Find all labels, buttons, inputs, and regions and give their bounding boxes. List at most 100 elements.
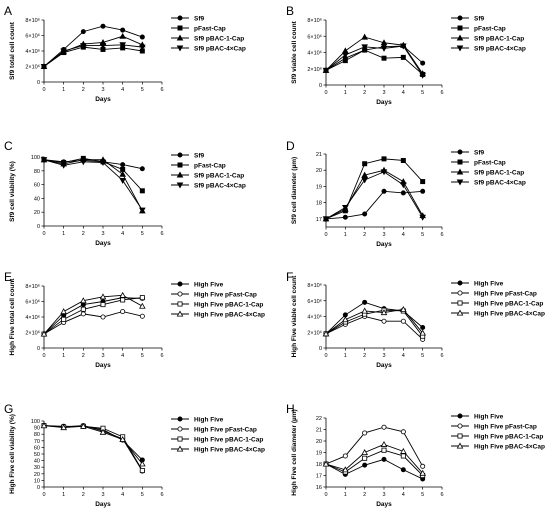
x-tick-label: 1 [62,231,65,237]
data-point [400,447,407,454]
data-point [419,214,426,221]
y-tick-label: 8×10⁶ [25,283,40,290]
chart-panel-e: E 0 1 2 3 4 5 6 0 2×10⁶ 4×10⁶ 6×10⁶ 8×10⁶ Days High Fi… [4,270,265,369]
y-tick-label: 90 [34,426,40,432]
data-point [80,159,87,166]
legend-label: High Five [474,280,504,287]
x-tick-label: 5 [141,353,144,359]
series-line [325,426,424,467]
panel-letter: C [4,139,13,153]
x-tick-label: 6 [440,232,443,238]
data-point [99,43,107,50]
data-point [119,291,126,298]
data-point [120,162,126,168]
data-point [120,27,126,33]
x-tick-label: 5 [141,492,144,498]
legend-marker [177,152,183,158]
x-tick-label: 4 [121,231,124,237]
series-line [325,36,424,74]
series-line [43,35,143,67]
data-point [100,314,106,320]
data-point [60,308,67,315]
legend-marker [176,310,184,317]
x-tick-label: 2 [363,353,366,359]
legend-marker [177,436,183,442]
x-tick-label: 6 [440,90,443,96]
y-tick-label: 22 [316,416,322,422]
legend-marker [176,445,184,452]
x-tick-label: 3 [382,353,385,359]
data-point [61,316,67,322]
data-point [400,54,406,60]
data-point [342,58,348,64]
legend-label: High Five pBAC-4×Cap [194,311,265,318]
x-tick-label: 4 [121,353,124,359]
series-line [43,25,143,67]
data-point [420,188,426,194]
x-tick-label: 4 [402,353,405,359]
x-axis-title: Days [95,362,111,369]
y-axis-title: High Five cell viability (%) [9,414,16,494]
series-line [43,425,143,471]
y-tick-label: 21 [316,428,322,434]
x-tick-label: 4 [402,492,405,498]
series-line [43,159,143,170]
x-tick-label: 6 [160,492,163,498]
legend-label: pFast-Cap [474,25,506,32]
data-point [119,177,126,184]
data-point [99,293,107,300]
x-tick-label: 1 [62,353,65,359]
y-tick-label: 2×10⁶ [307,66,322,73]
data-point [322,460,330,467]
data-point [342,453,348,459]
y-tick-label: 17 [316,474,322,480]
legend-marker [457,300,463,306]
x-tick-label: 0 [42,492,45,498]
data-point [361,449,368,456]
legend-label: High Five [194,281,224,288]
legend-marker [177,416,183,422]
y-axis-title: Sf9 cell viability (%) [9,161,16,222]
y-tick-label: 8×10⁶ [307,282,322,289]
data-point [400,453,406,459]
data-point [361,44,368,51]
x-tick-label: 4 [402,90,405,96]
series-line [43,425,143,461]
legend-marker [177,301,183,307]
x-tick-label: 5 [421,353,424,359]
legend-label: Sf9 pBAC-4×Cap [194,45,246,52]
series-line [43,159,143,211]
y-tick-label: 20 [316,439,322,445]
legend-label: Sf9 [194,152,205,159]
x-tick-label: 1 [62,87,65,93]
legend-label: High Five pBAC-4×Cap [474,310,545,317]
x-tick-label: 3 [382,232,385,238]
x-tick-label: 5 [421,492,424,498]
data-point [80,297,87,304]
y-tick-label: 6×10⁶ [307,33,322,40]
panel-letter: G [4,402,13,416]
data-point [139,302,146,309]
data-point [342,214,348,220]
y-tick-label: 20 [34,472,40,478]
x-tick-label: 2 [363,492,366,498]
series-line [325,308,424,335]
legend-label: High Five pFast-Cap [474,423,537,430]
data-point [400,429,406,435]
legend-label: Sf9 [474,15,485,22]
x-tick-label: 3 [382,90,385,96]
x-tick-label: 0 [42,353,45,359]
legend-marker [457,15,463,21]
y-tick-label: 19 [316,451,322,457]
legend-marker [177,15,183,21]
legend-marker [177,281,183,287]
data-point [400,318,406,324]
y-tick-label: 17 [316,217,322,223]
data-point [99,428,107,435]
data-point [361,171,368,178]
data-point [380,441,388,447]
data-point [139,188,145,194]
y-tick-label: 20 [316,168,322,174]
data-point [80,43,87,50]
